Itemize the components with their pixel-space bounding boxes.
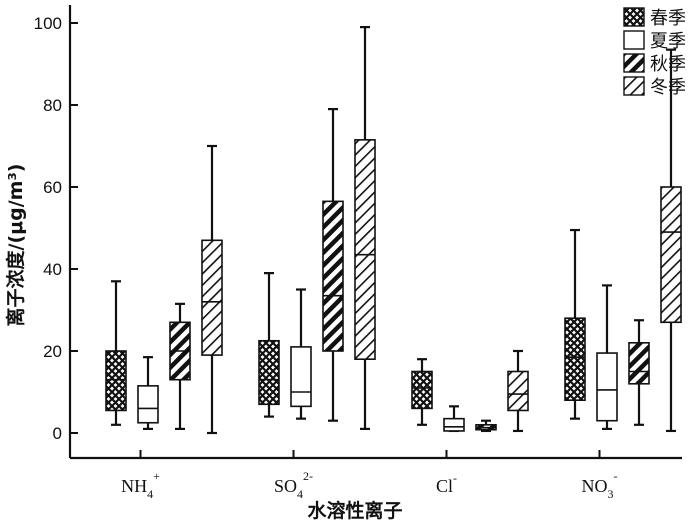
boxplot-crosshatch	[258, 272, 280, 418]
boxplot-thin-diagonal	[201, 144, 223, 435]
box-iqr	[137, 385, 159, 424]
boxplot-bold-diagonal	[169, 302, 191, 430]
x-tick-label: SO42-	[274, 469, 313, 501]
boxplot-crosshatch	[411, 358, 433, 426]
boxplot-crosshatch	[105, 280, 127, 426]
box-iqr	[628, 341, 650, 385]
plot-area: 0 20 40 60 80 100 NH4+ SO42- Cl- NO3-	[34, 5, 682, 501]
box-iqr	[105, 350, 127, 412]
y-tick-label: 80	[43, 96, 62, 115]
y-tick-label: 100	[34, 14, 62, 33]
x-axis-title: 水溶性离子	[307, 499, 402, 522]
boxplot-bold-diagonal	[322, 107, 344, 422]
box-iqr	[411, 370, 433, 410]
legend-swatch	[623, 30, 645, 50]
box-iqr	[596, 352, 618, 422]
box-iqr	[660, 186, 682, 324]
boxplot-bold-diagonal	[628, 319, 650, 426]
boxes-layer	[105, 26, 682, 435]
boxplot-plain	[443, 405, 465, 433]
box-iqr	[290, 346, 312, 408]
boxplot-crosshatch	[564, 228, 586, 420]
x-tick-label: NH4+	[121, 469, 160, 501]
legend-label: 秋季	[650, 54, 686, 75]
box-iqr	[564, 317, 586, 402]
boxplot-plain	[137, 356, 159, 430]
legend-label: 冬季	[650, 77, 686, 98]
legend-swatch	[623, 76, 645, 96]
boxplot-plain	[596, 284, 618, 430]
box-iqr	[354, 139, 376, 361]
boxplot-thin-diagonal	[507, 349, 529, 433]
legend-swatch	[623, 7, 645, 27]
y-tick-label: 40	[43, 260, 62, 279]
legend-label: 春季	[650, 8, 686, 29]
boxplot-plain	[290, 288, 312, 420]
boxplot-bold-diagonal	[475, 419, 497, 433]
y-tick-label: 60	[43, 178, 62, 197]
box-iqr	[201, 239, 223, 356]
y-tick-label: 0	[53, 424, 62, 443]
box-iqr	[443, 417, 465, 432]
boxplot-thin-diagonal	[660, 48, 682, 433]
x-tick-label: Cl-	[436, 471, 457, 496]
box-iqr	[322, 200, 344, 352]
y-tick-label: 20	[43, 342, 62, 361]
y-axis-title: 离子浓度/(μg/m³)	[4, 164, 27, 327]
legend-swatch	[623, 53, 645, 73]
box-iqr	[258, 339, 280, 406]
boxplot-thin-diagonal	[354, 26, 376, 430]
box-iqr	[507, 370, 529, 412]
x-tick-label: NO3-	[582, 469, 618, 501]
legend-label: 夏季	[650, 31, 686, 52]
